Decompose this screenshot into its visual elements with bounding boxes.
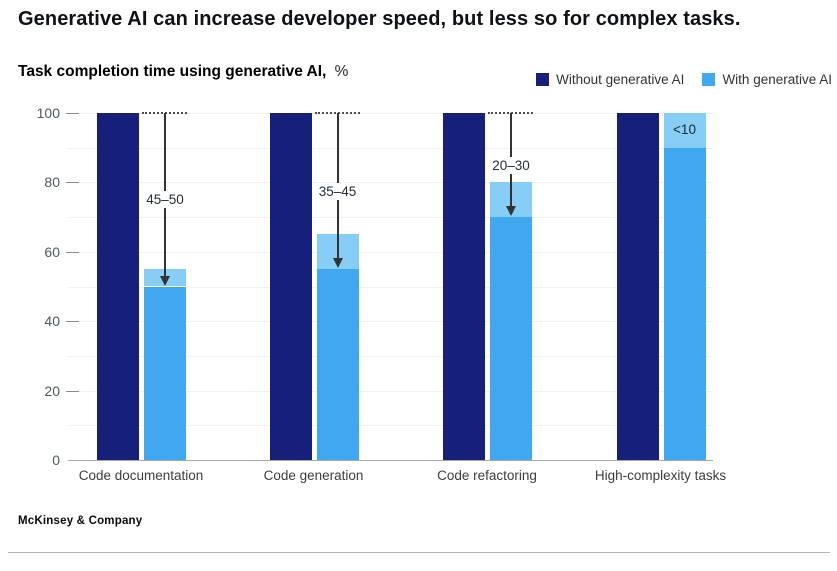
gridline: [68, 182, 713, 184]
y-axis-tick-label: 80: [44, 174, 60, 191]
legend-item-with-generative-ai: With generative AI: [702, 72, 832, 87]
bar-with-generative-ai: [316, 269, 359, 460]
legend-swatch-icon: [702, 73, 716, 86]
gridline: [68, 147, 713, 149]
bar-with-generative-ai: [663, 147, 706, 460]
y-axis-tick-label: 20: [44, 382, 60, 399]
y-axis-tick-mark: [66, 251, 79, 253]
x-axis-category-label: Code documentation: [78, 468, 204, 483]
y-axis-tick-mark: [66, 321, 79, 323]
footer-divider: [8, 552, 830, 553]
legend-item-without-generative-ai: Without generative AI: [536, 72, 684, 87]
y-axis-tick-label: 100: [36, 105, 60, 121]
gridline: [68, 251, 713, 253]
legend-swatch-icon: [536, 73, 550, 86]
x-axis-category-label: High-complexity tasks: [594, 468, 727, 483]
bar-with-generative-ai-range-band: [663, 113, 706, 148]
bar-with-generative-ai: [490, 217, 532, 460]
reduction-range-label: 45–50: [142, 191, 188, 209]
gridline: [68, 217, 713, 219]
gridline: [68, 113, 713, 114]
y-axis-tick-label: 60: [44, 243, 60, 260]
y-axis-tick-mark: [66, 182, 79, 184]
y-axis-tick-label: 0: [52, 452, 60, 468]
gridline: [68, 390, 713, 392]
bar-with-generative-ai: [144, 286, 186, 460]
chart-subtitle-unit: %: [334, 63, 349, 80]
source-attribution: McKinsey & Company: [18, 515, 143, 527]
gridline: [68, 355, 713, 357]
legend-label: With generative AI: [722, 72, 832, 87]
bar-without-generative-ai: [97, 113, 139, 460]
legend-label: Without generative AI: [556, 72, 685, 87]
x-axis-line: [68, 460, 713, 461]
y-axis-tick-label: 40: [44, 313, 60, 330]
bar-without-generative-ai: [616, 113, 659, 460]
gridline: [68, 286, 713, 288]
bar-without-generative-ai: [269, 113, 312, 460]
reduction-range-label: 35–45: [314, 182, 361, 200]
legend: Without generative AI With generative AI: [536, 72, 832, 87]
y-axis-tick-mark: [66, 390, 79, 392]
gridline: [68, 425, 713, 427]
x-axis-category-label: Code generation: [263, 468, 364, 483]
page-title: Generative AI can increase developer spe…: [18, 8, 741, 30]
chart-subtitle: Task completion time using generative AI…: [18, 63, 348, 81]
reduction-range-label: <10: [673, 122, 696, 138]
reduction-range-label: 20–30: [488, 156, 534, 174]
chart-subtitle-label: Task completion time using generative AI…: [18, 63, 327, 80]
y-axis-tick-mark: [66, 113, 79, 114]
down-arrow-icon: [160, 275, 170, 286]
gridline: [68, 321, 713, 323]
x-axis-category-label: Code refactoring: [437, 468, 537, 483]
down-arrow-icon: [332, 258, 343, 269]
bar-without-generative-ai: [443, 113, 485, 460]
down-arrow-icon: [506, 206, 516, 217]
